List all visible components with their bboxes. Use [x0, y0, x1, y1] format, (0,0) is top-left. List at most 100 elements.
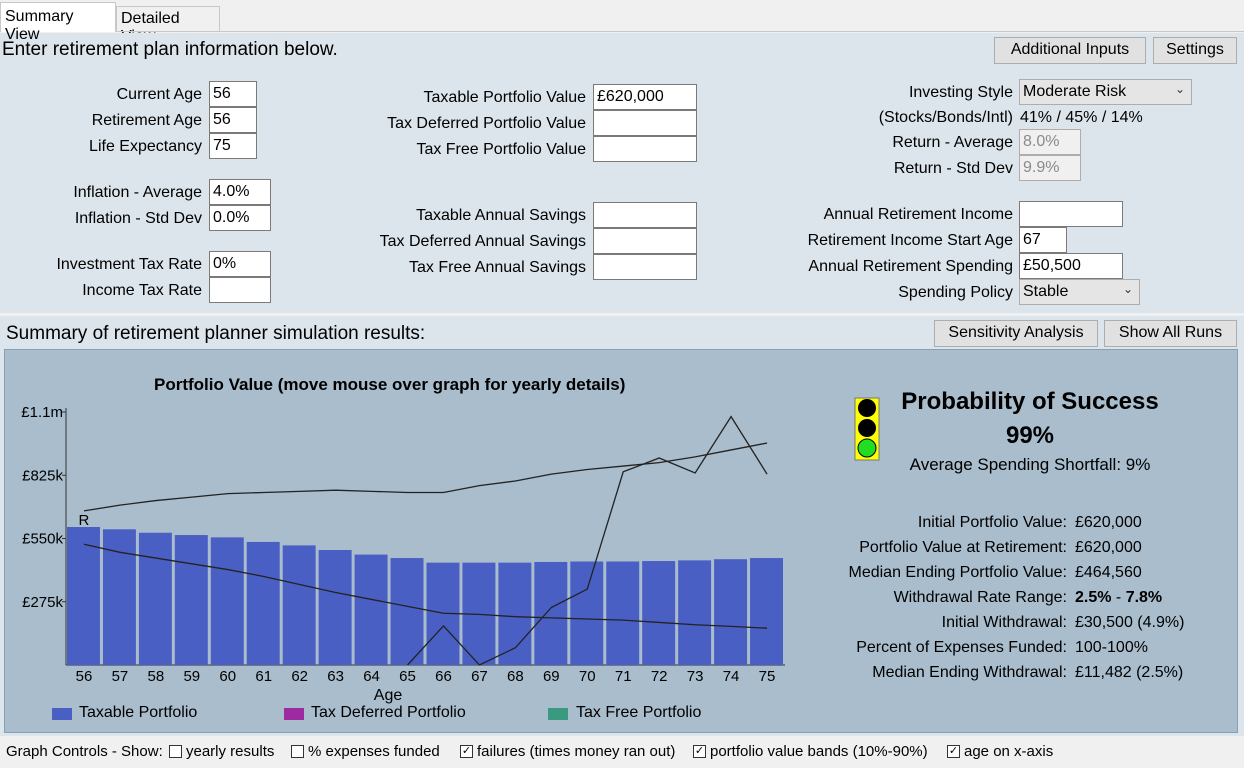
retirement-marker: R	[79, 512, 90, 529]
income-tax-rate-field[interactable]	[209, 277, 271, 303]
x-tick-label: 70	[579, 668, 596, 685]
tax-deferred-savings-field[interactable]	[593, 228, 697, 254]
bar-taxable-portfolio	[750, 558, 783, 665]
tab-bar: Summary View Detailed View	[0, 0, 1244, 45]
inflation-stddev-label: Inflation - Std Dev	[74, 210, 202, 227]
x-tick-label: 66	[435, 668, 452, 685]
stat-label-median-ending-withdrawal: Median Ending Withdrawal:	[872, 664, 1067, 681]
stat-value-initial-withdrawal: £30,500 (4.9%)	[1075, 614, 1185, 631]
annual-retirement-income-field[interactable]	[1019, 201, 1123, 227]
x-tick-label: 61	[255, 668, 272, 685]
stat-value-withdrawal-rate-range: 2.5% - 7.8%	[1075, 589, 1162, 607]
tax-free-portfolio-field[interactable]	[593, 136, 697, 162]
allocation-label: (Stocks/Bonds/Intl)	[878, 109, 1013, 126]
checkbox-value-bands[interactable]: ✓	[693, 745, 706, 758]
income-tax-rate-label: Income Tax Rate	[82, 282, 202, 299]
bar-taxable-portfolio	[354, 554, 388, 665]
legend-swatch-tax-free	[548, 708, 568, 720]
value-band-90-line	[83, 442, 768, 512]
annual-retirement-spending-field[interactable]: £50,500	[1019, 253, 1123, 279]
x-tick-label: 56	[76, 668, 93, 685]
bar-taxable-portfolio	[138, 532, 172, 665]
additional-inputs-button[interactable]: Additional Inputs	[994, 37, 1146, 64]
taxable-savings-field[interactable]	[593, 202, 697, 228]
x-tick-label: 60	[219, 668, 236, 685]
tax-free-portfolio-label: Tax Free Portfolio Value	[416, 141, 586, 158]
inflation-stddev-field[interactable]: 0.0%	[209, 205, 271, 231]
current-age-label: Current Age	[116, 86, 202, 103]
inflation-average-field[interactable]: 4.0%	[209, 179, 271, 205]
checkbox-yearly-results[interactable]	[169, 745, 182, 758]
return-average-label: Return - Average	[892, 134, 1013, 151]
average-spending-shortfall: Average Spending Shortfall: 9%	[909, 455, 1151, 474]
x-axis-label: Age	[374, 687, 403, 704]
checkbox-label-value-bands: portfolio value bands (10%-90%)	[710, 743, 928, 760]
checkbox-age-x-axis[interactable]: ✓	[947, 745, 960, 758]
life-expectancy-label: Life Expectancy	[89, 138, 202, 155]
stat-label-portfolio-at-retirement: Portfolio Value at Retirement:	[859, 539, 1067, 556]
stat-label-initial-portfolio: Initial Portfolio Value:	[917, 514, 1067, 531]
settings-button[interactable]: Settings	[1153, 37, 1237, 64]
checkbox-label-age-x-axis: age on x-axis	[964, 743, 1054, 760]
stat-label-median-ending-portfolio: Median Ending Portfolio Value:	[848, 564, 1067, 581]
return-stddev-label: Return - Std Dev	[893, 160, 1013, 177]
show-all-runs-button[interactable]: Show All Runs	[1104, 320, 1237, 347]
return-stddev-field: 9.9%	[1019, 155, 1081, 181]
checkbox-label-failures: failures (times money ran out)	[477, 743, 676, 760]
return-average-field: 8.0%	[1019, 129, 1081, 155]
x-tick-label: 75	[759, 668, 776, 685]
x-tick-label: 62	[291, 668, 308, 685]
spending-policy-label: Spending Policy	[898, 284, 1013, 301]
checkbox-failures[interactable]: ✓	[460, 745, 473, 758]
tax-free-savings-field[interactable]	[593, 254, 697, 280]
sensitivity-analysis-button[interactable]: Sensitivity Analysis	[934, 320, 1098, 347]
graph-controls-bar: Graph Controls - Show: yearly results % …	[0, 738, 1244, 768]
current-age-field[interactable]: 56	[209, 81, 257, 107]
stat-value-median-ending-portfolio: £464,560	[1075, 564, 1142, 581]
legend-swatch-taxable	[52, 708, 72, 720]
taxable-portfolio-field[interactable]: £620,000	[593, 84, 697, 110]
y-tick-label: £275k	[22, 594, 63, 611]
stat-value-portfolio-at-retirement: £620,000	[1075, 539, 1142, 556]
x-tick-label: 69	[543, 668, 560, 685]
bar-taxable-portfolio	[678, 560, 712, 665]
spending-policy-value: Stable	[1023, 283, 1069, 300]
x-tick-label: 68	[507, 668, 524, 685]
x-tick-label: 72	[651, 668, 668, 685]
tab-summary-view[interactable]: Summary View	[0, 2, 116, 43]
spending-policy-select[interactable]: Stable ⌄	[1019, 279, 1140, 305]
tax-deferred-portfolio-field[interactable]	[593, 110, 697, 136]
x-tick-label: 58	[148, 668, 165, 685]
investment-tax-rate-label: Investment Tax Rate	[56, 256, 202, 273]
checkbox-label-yearly-results: yearly results	[186, 743, 275, 760]
chevron-down-icon: ⌄	[1122, 282, 1133, 296]
x-tick-label: 57	[112, 668, 129, 685]
withdrawal-rate-separator: -	[1111, 589, 1126, 606]
legend-swatch-tax-deferred	[284, 708, 304, 720]
failures-line	[407, 415, 768, 666]
life-expectancy-field[interactable]: 75	[209, 133, 257, 159]
investment-tax-rate-field[interactable]: 0%	[209, 251, 271, 277]
bar-taxable-portfolio	[714, 559, 748, 665]
y-tick-label: £1.1m	[21, 404, 63, 421]
y-tick-label: £550k	[22, 531, 63, 548]
inflation-average-label: Inflation - Average	[73, 184, 202, 201]
investing-style-select[interactable]: Moderate Risk ⌄	[1019, 79, 1192, 105]
x-tick-label: 59	[183, 668, 200, 685]
annual-retirement-income-label: Annual Retirement Income	[823, 206, 1013, 223]
bar-taxable-portfolio	[534, 561, 568, 665]
legend-tax-deferred: Tax Deferred Portfolio	[311, 704, 466, 721]
tax-deferred-savings-label: Tax Deferred Annual Savings	[379, 233, 586, 250]
legend-taxable: Taxable Portfolio	[79, 704, 198, 721]
tax-free-savings-label: Tax Free Annual Savings	[409, 259, 586, 276]
stat-value-percent-expenses-funded: 100-100%	[1075, 639, 1148, 656]
annual-retirement-spending-label: Annual Retirement Spending	[808, 258, 1013, 275]
retirement-age-field[interactable]: 56	[209, 107, 257, 133]
chevron-down-icon: ⌄	[1174, 82, 1185, 96]
retirement-income-start-field[interactable]: 67	[1019, 227, 1067, 253]
y-tick-label: £825k	[22, 467, 63, 484]
investing-style-label: Investing Style	[908, 84, 1013, 101]
checkbox-expenses-funded[interactable]	[291, 745, 304, 758]
traffic-light-icon	[854, 397, 880, 461]
